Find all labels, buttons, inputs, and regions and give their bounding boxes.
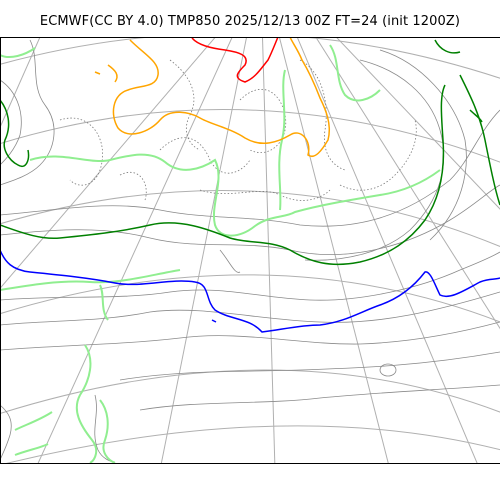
meridian-lines [0,37,500,463]
contour-line [379,49,467,241]
contour-line [304,59,445,261]
contour-line [0,184,500,255]
contour-line [0,291,500,326]
isotherm-line [0,269,181,291]
meridian [261,37,276,463]
isotherm-orange [94,37,331,157]
isotherm-line [0,47,36,58]
dotted-contour [159,137,251,174]
dotted-contour [299,59,346,171]
grey-contours [0,39,500,463]
contour-line [119,351,500,381]
latitude-arc [0,109,500,163]
meridian [296,37,478,463]
isotherm-line [459,74,500,206]
contour-line [0,39,55,186]
contour-line [0,321,500,351]
contour-loop [379,363,397,377]
isotherm-fragment [211,319,217,323]
contour-line [0,109,500,227]
isotherm-line [99,284,109,321]
isotherm-line [191,37,279,83]
contour-line [219,249,241,273]
temperature-map [0,37,500,463]
contour-line [0,79,22,166]
isotherm-line [0,99,30,167]
isotherm-line [278,69,286,211]
isotherm-fragment [94,71,101,75]
contour-line [0,251,500,301]
map-panel [0,37,500,463]
isotherm-red [191,37,279,83]
isotherm-line [29,153,441,237]
isotherm-green [0,39,500,266]
meridian [278,37,389,463]
latitude-arc [6,425,500,463]
meridian [335,37,500,210]
isotherm-line [434,39,461,54]
latitude-arc [0,37,500,79]
isotherm-line [75,344,98,463]
isotherm-line [469,109,483,123]
meridian [315,37,500,330]
dotted-contour [339,119,417,191]
isotherm-line [329,44,381,102]
contour-line [139,384,500,411]
isotherm-line [14,411,53,431]
isotherm-line [112,37,331,157]
isotherm-line [14,443,49,456]
isotherm-blue [0,249,500,333]
meridian [0,37,41,129]
meridian [37,37,233,463]
isotherm-light-green [0,44,441,463]
isotherm-line [99,399,116,463]
dotted-contour [59,117,103,186]
meridian [160,37,248,463]
isotherm-line [0,249,500,333]
contour-line [0,404,12,461]
latitude-arc [0,369,500,415]
isotherm-line [0,84,446,266]
map-title: ECMWF(CC BY 4.0) TMP850 2025/12/13 00Z F… [39,14,461,29]
latitude-lines [0,37,500,463]
dotted-contour [169,59,201,151]
dotted-contour [119,172,147,201]
isotherm-line [107,64,118,83]
